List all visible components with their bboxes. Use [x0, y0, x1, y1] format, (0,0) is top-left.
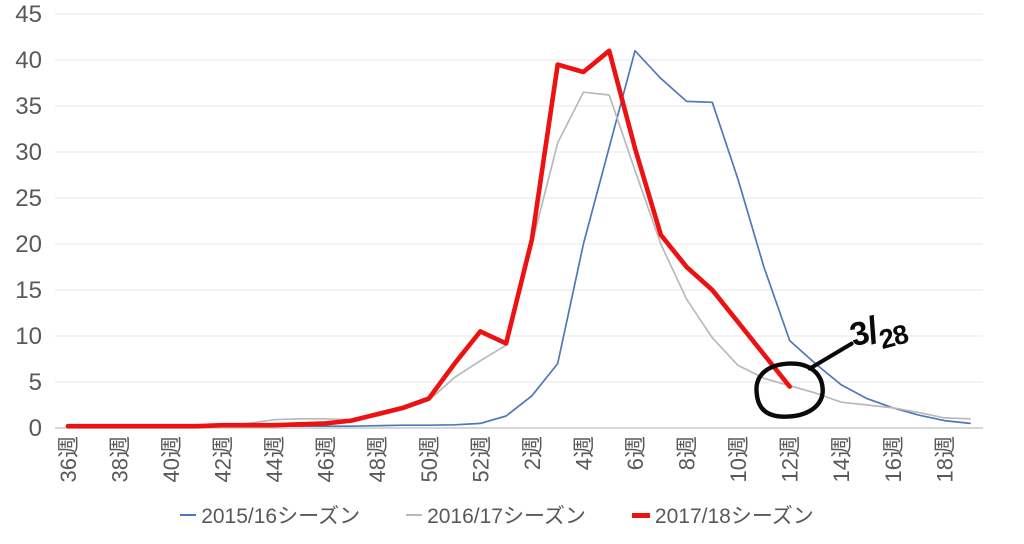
x-tick-label-17: 16週 [881, 436, 906, 482]
annotation-pointer-line [807, 341, 854, 371]
x-axis-tick-labels: 36週 38週 40週 42週 44週 46週 48週 50週 52週 2週 4週 6週 8週 10週 12… [56, 436, 957, 482]
x-tick-label-12: 6週 [623, 436, 648, 470]
legend-marker-2017-18 [631, 512, 650, 518]
y-axis-tick-labels: 0 5 10 15 20 25 30 35 40 45 [15, 1, 42, 442]
x-tick-label-7: 48週 [365, 436, 390, 482]
y-tick-label-5: 5 [29, 369, 42, 396]
y-tick-label-0: 0 [29, 415, 42, 442]
y-tick-label-35: 35 [15, 93, 42, 120]
gridlines [55, 13, 983, 429]
x-tick-label-8: 50週 [417, 436, 442, 482]
x-tick-label-14: 10週 [726, 436, 751, 482]
x-tick-label-18: 18週 [932, 436, 957, 482]
legend-item-2016-17: 2016/17シーズン [406, 500, 586, 530]
x-tick-label-13: 8週 [675, 436, 700, 470]
legend-item-2017-18: 2017/18シーズン [631, 500, 814, 530]
y-tick-label-15: 15 [15, 277, 42, 304]
x-tick-label-10: 2週 [520, 436, 545, 470]
x-tick-label-11: 4週 [571, 436, 596, 470]
legend-marker-2015-16 [180, 513, 197, 517]
x-tick-label-3: 40週 [159, 436, 184, 482]
legend-label-2017-18: 2017/18シーズン [654, 505, 814, 528]
y-tick-label-45: 45 [15, 1, 42, 28]
x-tick-label-9: 52週 [468, 436, 493, 482]
series-line-2016-17- [67, 91, 971, 428]
chart-legend: 2015/16シーズン 2016/17シーズン 2017/18シーズン [0, 500, 994, 530]
x-tick-label-15: 12週 [778, 436, 803, 482]
annotation-date-label: 3/28 [846, 302, 912, 362]
x-tick-label-6: 46週 [314, 436, 339, 482]
legend-marker-2016-17 [406, 513, 423, 517]
y-tick-label-30: 30 [15, 139, 42, 166]
legend-item-2015-16: 2015/16シーズン [180, 500, 360, 530]
y-tick-label-25: 25 [15, 185, 42, 212]
y-tick-label-40: 40 [15, 47, 42, 74]
series-line-2015-16- [67, 49, 971, 428]
y-tick-label-20: 20 [15, 231, 42, 258]
x-tick-label-4: 42週 [211, 436, 236, 482]
annotation-circle [754, 361, 825, 419]
series-line-2017-18- [65, 48, 793, 429]
y-tick-label-10: 10 [15, 323, 42, 350]
handwritten-annotation [754, 341, 854, 419]
x-tick-label-1: 36週 [56, 436, 81, 482]
x-tick-label-5: 44週 [262, 436, 287, 482]
legend-label-2016-17: 2016/17シーズン [427, 505, 586, 528]
x-tick-label-16: 14週 [829, 436, 854, 482]
x-tick-label-2: 38週 [107, 436, 132, 482]
legend-label-2015-16: 2015/16シーズン [201, 505, 361, 528]
